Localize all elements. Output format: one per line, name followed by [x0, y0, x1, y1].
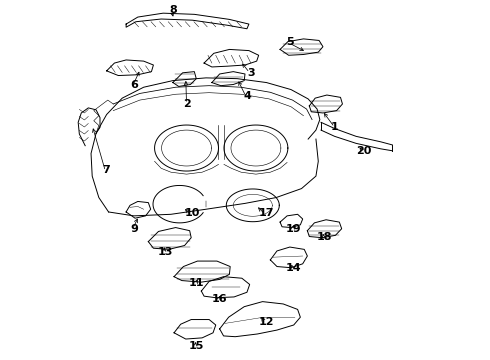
Text: 2: 2: [183, 99, 191, 109]
Text: 10: 10: [185, 208, 200, 218]
Text: 13: 13: [157, 247, 173, 257]
Text: 6: 6: [130, 80, 138, 90]
Text: 16: 16: [212, 294, 227, 304]
Text: 11: 11: [189, 278, 204, 288]
Text: 3: 3: [247, 68, 255, 78]
Text: 4: 4: [243, 91, 251, 101]
Text: 1: 1: [331, 122, 339, 132]
Text: 7: 7: [103, 165, 111, 175]
Text: 14: 14: [286, 263, 301, 273]
Text: 19: 19: [286, 224, 301, 234]
Text: 18: 18: [317, 231, 333, 242]
Text: 17: 17: [259, 208, 274, 218]
Text: 15: 15: [189, 341, 204, 351]
Text: 20: 20: [356, 146, 371, 156]
Text: 8: 8: [169, 5, 177, 15]
Text: 12: 12: [259, 317, 274, 327]
Text: 9: 9: [130, 224, 138, 234]
Text: 5: 5: [286, 37, 294, 47]
